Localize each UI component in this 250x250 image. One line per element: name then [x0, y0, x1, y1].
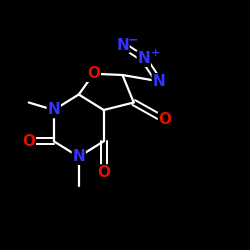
Text: N: N	[48, 102, 60, 118]
Text: N: N	[72, 149, 85, 164]
Text: +: +	[150, 48, 160, 58]
Text: N: N	[138, 51, 150, 66]
Text: O: O	[97, 165, 110, 180]
Text: O: O	[87, 66, 100, 81]
Text: O: O	[22, 134, 35, 149]
Text: −: −	[128, 33, 138, 46]
Text: N: N	[116, 38, 129, 52]
Text: N: N	[152, 74, 165, 89]
Text: O: O	[158, 112, 172, 128]
